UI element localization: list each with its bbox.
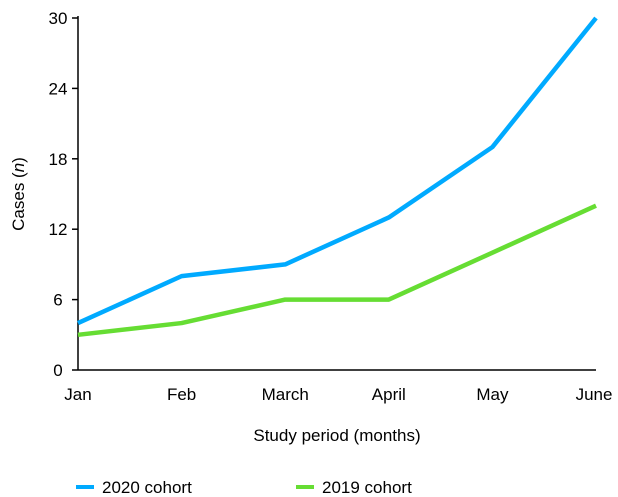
legend-label: 2020 cohort <box>102 478 192 497</box>
series-line <box>77 16 598 326</box>
series-line <box>77 203 597 338</box>
x-axis-title: Study period (months) <box>253 426 420 445</box>
y-tick-label: 24 <box>49 79 68 98</box>
series-lines <box>77 16 598 338</box>
x-tick-label: June <box>576 385 613 404</box>
legend: 2020 cohort 2019 cohort <box>76 478 412 497</box>
y-tick-label: 6 <box>53 291 62 310</box>
y-axis-title: Cases (n) <box>9 157 28 231</box>
y-axis-title-prefix: Cases ( <box>9 172 28 231</box>
y-axis-ticks: 0 6 12 18 24 30 <box>49 9 78 380</box>
x-tick-label: May <box>476 385 509 404</box>
y-tick-label: 18 <box>49 150 68 169</box>
y-axis-title-variable: n <box>9 163 28 172</box>
y-axis-title-suffix: ) <box>9 157 28 163</box>
y-tick-label: 0 <box>53 361 62 380</box>
x-tick-label: Feb <box>167 385 196 404</box>
legend-label: 2019 cohort <box>322 478 412 497</box>
x-axis-ticks: Jan Feb March April May June <box>64 385 612 404</box>
x-tick-label: April <box>372 385 406 404</box>
x-tick-label: March <box>262 385 309 404</box>
y-tick-label: 30 <box>49 9 68 28</box>
x-tick-label: Jan <box>64 385 91 404</box>
y-tick-label: 12 <box>49 220 68 239</box>
axes <box>77 16 596 371</box>
